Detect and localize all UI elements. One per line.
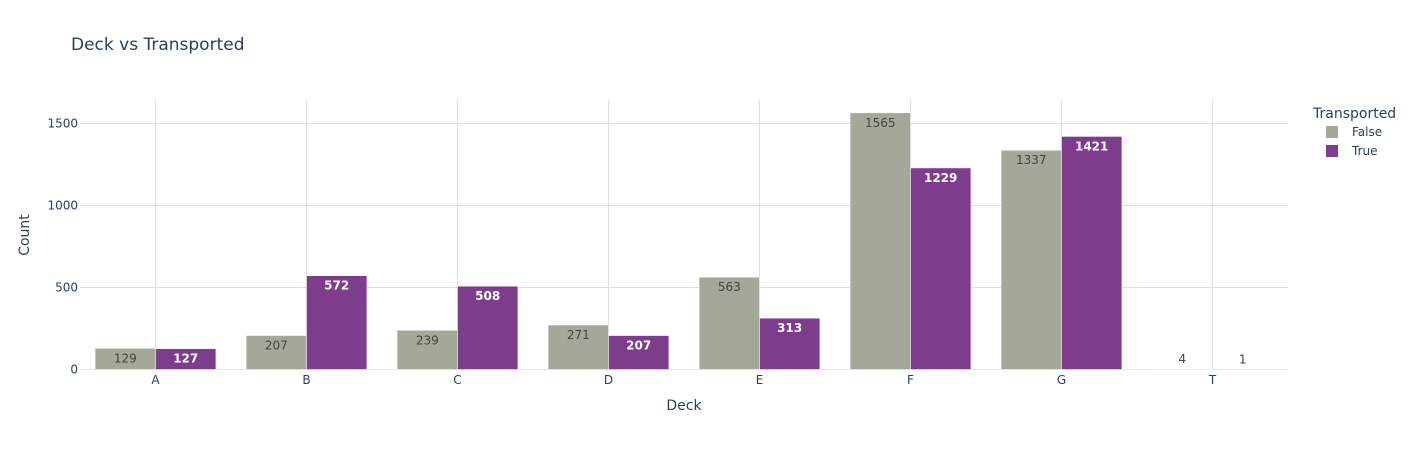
bar-value-label: 1 [1239, 352, 1247, 366]
y-tick-label: 0 [70, 363, 78, 377]
bar-value-label: 508 [475, 289, 500, 303]
x-tick-label: C [453, 373, 461, 387]
bar-false-B[interactable] [245, 335, 307, 370]
bar-value-label: 271 [567, 328, 590, 342]
y-tick-label: 500 [55, 281, 78, 295]
bar-value-label: 127 [173, 352, 198, 366]
legend-item-true[interactable]: True [1326, 144, 1378, 158]
bar-true-G[interactable] [1061, 136, 1123, 370]
x-tick-label: D [604, 373, 613, 387]
y-axis-ticks: 0 500 1000 1500 [47, 117, 78, 377]
legend-item-false[interactable]: False [1326, 125, 1382, 139]
bar-true-T[interactable] [1212, 369, 1274, 371]
bar-true-A[interactable] [155, 348, 217, 370]
chart-title: Deck vs Transported [71, 35, 245, 55]
bar-value-label: 1565 [865, 116, 896, 130]
bar-false-G[interactable] [1000, 149, 1062, 370]
bar-value-label: 4 [1178, 352, 1186, 366]
x-tick-label: F [907, 373, 914, 387]
legend-swatch [1326, 126, 1338, 138]
y-tick-label: 1500 [47, 117, 78, 131]
legend-label: True [1351, 144, 1378, 158]
bar-value-label: 1229 [924, 171, 957, 185]
bar-true-B[interactable] [306, 275, 368, 370]
bar-value-label: 313 [777, 321, 802, 335]
legend-title: Transported [1312, 106, 1396, 122]
bar-false-E[interactable] [698, 276, 760, 370]
legend-swatch [1326, 145, 1338, 157]
bar-value-label: 129 [114, 351, 137, 365]
bar-value-label: 207 [265, 339, 288, 353]
bar-value-label: 1421 [1075, 139, 1108, 153]
bar-value-label: 563 [718, 280, 741, 294]
x-tick-label: A [151, 373, 160, 387]
x-tick-label: G [1057, 373, 1066, 387]
x-tick-label: B [302, 373, 310, 387]
bar-true-F[interactable] [910, 167, 972, 370]
bar-true-C[interactable] [457, 285, 519, 370]
bar-false-D[interactable] [547, 324, 609, 370]
bar-value-label: 1337 [1016, 153, 1047, 167]
bar-true-E[interactable] [759, 317, 821, 370]
x-axis-title: Deck [666, 398, 702, 414]
x-tick-label: T [1208, 373, 1217, 387]
legend[interactable]: Transported False True [1312, 106, 1396, 158]
y-axis-title: Count [17, 214, 33, 256]
legend-label: False [1352, 125, 1382, 139]
bar-labels: 129 207 239 271 563 1565 1337 4 127 572 508 207 313 1… [114, 116, 1247, 366]
bar-false-T[interactable] [1151, 368, 1213, 370]
bar-value-label: 239 [416, 333, 439, 347]
x-tick-label: E [756, 373, 764, 387]
bars [94, 112, 1274, 371]
y-tick-label: 1000 [47, 199, 78, 213]
bar-value-label: 572 [324, 279, 349, 293]
bar-value-label: 207 [626, 339, 651, 353]
bar-true-D[interactable] [608, 335, 670, 370]
bar-false-F[interactable] [849, 112, 911, 370]
